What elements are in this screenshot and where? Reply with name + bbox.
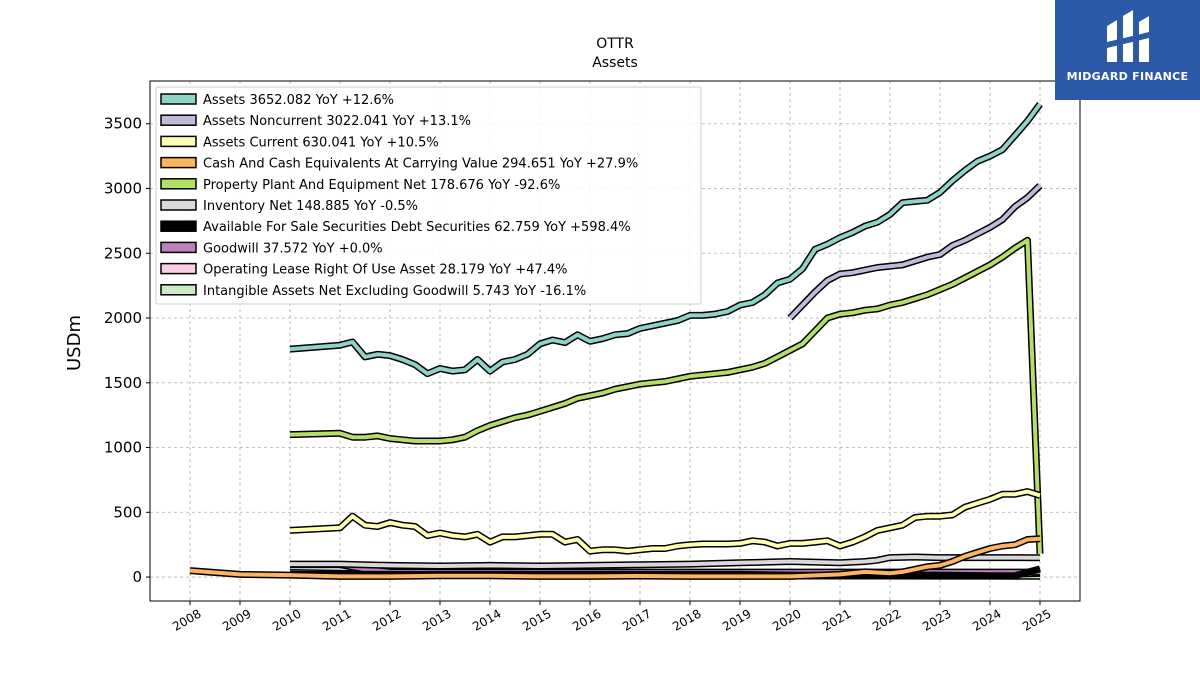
series-cash-and-cash-equivalents-at-carrying-value (189, 535, 1041, 580)
legend-swatch (160, 135, 197, 148)
legend-label: Inventory Net 148.885 YoY -0.5% (203, 199, 418, 214)
legend-label: Available For Sale Securities Debt Secur… (203, 220, 631, 235)
x-tick-label: 2015 (520, 606, 553, 633)
legend-item: Inventory Net 148.885 YoY -0.5% (160, 199, 418, 214)
legend-swatch (160, 241, 197, 254)
legend-label: Assets 3652.082 YoY +12.6% (203, 93, 394, 108)
y-tick-label: 2000 (104, 309, 142, 327)
series-line (289, 489, 1041, 554)
series-line (788, 184, 1042, 320)
legend-label: Intangible Assets Net Excluding Goodwill… (203, 284, 586, 299)
series-line (189, 536, 1041, 579)
x-tick-label: 2012 (370, 606, 403, 633)
legend-item: Available For Sale Securities Debt Secur… (160, 220, 631, 235)
plot-frame (149, 80, 1081, 602)
legend-swatch (160, 156, 197, 169)
x-tick-label: 2010 (270, 606, 303, 633)
legend-label: Cash And Cash Equivalents At Carrying Va… (203, 157, 638, 172)
chart-title: OTTR (596, 36, 634, 52)
series-assets-noncurrent (787, 183, 1043, 321)
legend-label: Assets Noncurrent 3022.041 YoY +13.1% (203, 114, 471, 129)
legend-swatch (160, 93, 197, 105)
legend-item: Cash And Cash Equivalents At Carrying Va… (160, 156, 638, 172)
x-tick-label: 2018 (670, 606, 703, 633)
legend-label: Operating Lease Right Of Use Asset 28.17… (203, 263, 567, 278)
x-tick-label: 2017 (620, 606, 653, 633)
legend-swatch (160, 199, 197, 211)
y-tick-label: 3500 (104, 115, 142, 133)
legend-item: Goodwill 37.572 YoY +0.0% (160, 241, 383, 256)
series-assets-current (289, 488, 1042, 555)
legend-item: Assets Current 630.041 YoY +10.5% (160, 135, 439, 150)
series-line-outline (289, 488, 1042, 555)
x-tick-label: 2011 (320, 606, 353, 633)
x-tick-label: 2021 (820, 606, 853, 633)
x-tick-label: 2014 (470, 606, 503, 633)
brand-name: MIDGARD FINANCE (1066, 70, 1189, 83)
x-tick-label: 2009 (220, 606, 253, 633)
legend-label: Property Plant And Equipment Net 178.676… (203, 178, 560, 193)
x-axis: 2008 2009 2010 2011 2012 2013 2014 2015 2016 2017… (170, 601, 1054, 634)
legend-swatch (160, 114, 197, 126)
y-axis: 0 500 1000 1500 2000 2500 3000 3500 (104, 115, 150, 586)
x-tick-label: 2022 (870, 606, 903, 633)
legend-swatch (160, 284, 197, 296)
y-tick-label: 500 (113, 503, 142, 521)
x-tick-label: 2008 (170, 606, 203, 633)
series-assets (289, 102, 1043, 378)
legend-item: Assets Noncurrent 3022.041 YoY +13.1% (160, 114, 471, 129)
legend-item: Property Plant And Equipment Net 178.676… (160, 178, 560, 193)
legend-box (155, 86, 702, 305)
x-tick-label: 2019 (720, 606, 753, 633)
y-tick-label: 1500 (104, 374, 142, 392)
x-tick-label: 2025 (1020, 606, 1053, 633)
legend-item: Operating Lease Right Of Use Asset 28.17… (160, 262, 567, 278)
series-property-plant-and-equipment-net (289, 236, 1044, 554)
legend-swatch (160, 220, 197, 232)
legend-item: Assets 3652.082 YoY +12.6% (160, 93, 394, 108)
y-axis-label: USDm (64, 315, 85, 371)
legend-item: Intangible Assets Net Excluding Goodwill… (160, 284, 586, 299)
x-tick-label: 2016 (570, 606, 603, 633)
legend-swatch (160, 178, 197, 190)
y-tick-label: 1000 (104, 439, 142, 457)
midgard-logo-icon (1107, 10, 1149, 62)
legend-label: Assets Current 630.041 YoY +10.5% (203, 135, 439, 150)
y-tick-label: 0 (132, 568, 142, 586)
series-line (289, 102, 1042, 376)
brand-badge: MIDGARD FINANCE (1055, 0, 1200, 100)
legend-label: Goodwill 37.572 YoY +0.0% (203, 241, 383, 256)
y-tick-label: 3000 (104, 179, 142, 197)
series-layer (189, 102, 1044, 580)
x-tick-label: 2020 (770, 606, 803, 633)
legend-swatch (160, 262, 197, 275)
x-tick-label: 2013 (420, 606, 453, 633)
chart-subtitle: Assets (592, 55, 638, 71)
legend: Assets 3652.082 YoY +12.6% Assets Noncurr… (155, 86, 702, 305)
series-line (289, 238, 1042, 554)
y-tick-label: 2500 (104, 244, 142, 262)
x-tick-label: 2024 (970, 606, 1003, 633)
x-tick-label: 2023 (920, 606, 953, 633)
